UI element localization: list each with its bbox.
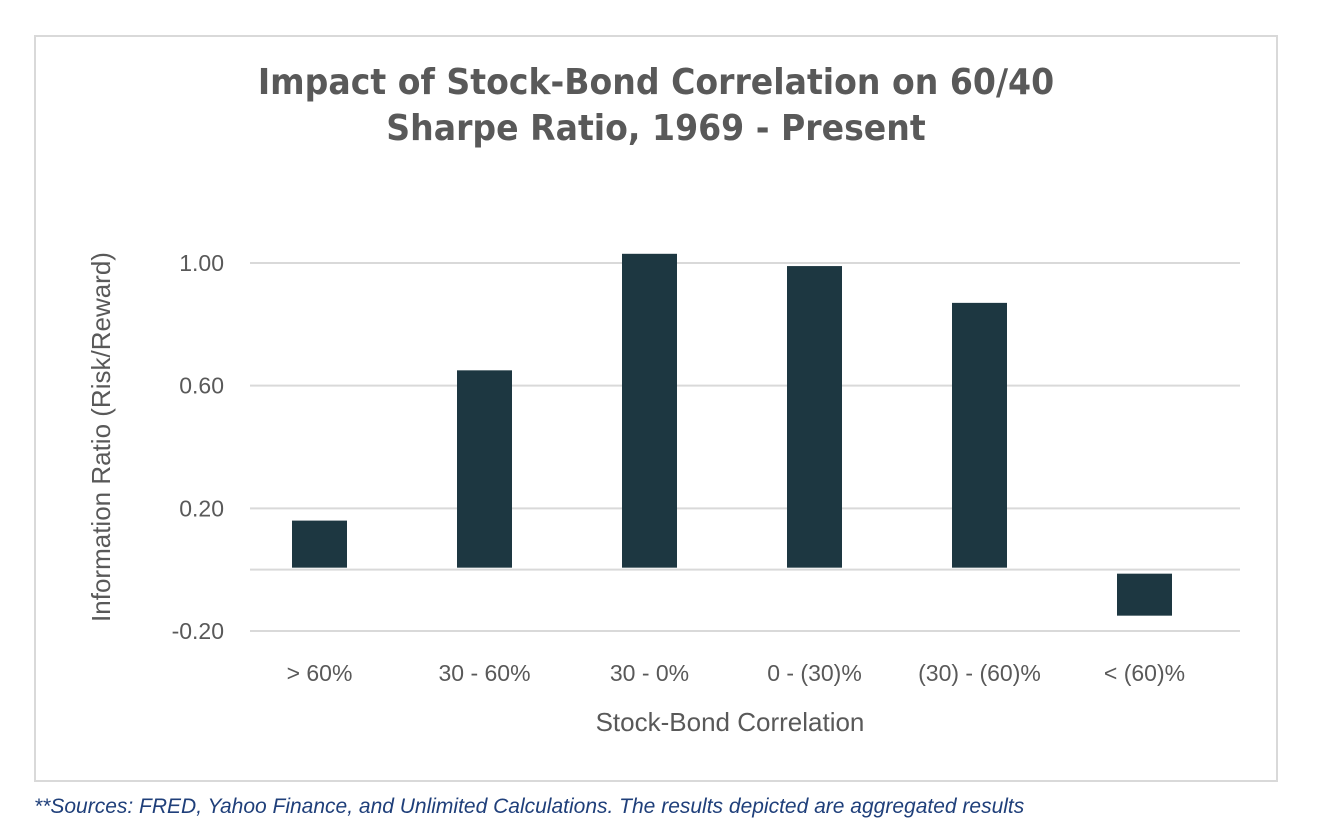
x-tick-label: > 60% [287, 660, 353, 686]
bar [622, 253, 677, 568]
bar [787, 266, 842, 568]
chart-title-line-2: Sharpe Ratio, 1969 - Present [386, 108, 926, 149]
x-tick-label: < (60)% [1104, 660, 1185, 686]
bar [292, 520, 347, 568]
y-tick-label: -0.20 [172, 618, 224, 644]
y-tick-label: 0.60 [179, 373, 224, 399]
x-tick-label: 30 - 60% [438, 660, 530, 686]
y-tick-label: 0.20 [179, 495, 224, 521]
x-tick-label: (30) - (60)% [918, 660, 1041, 686]
bar [952, 302, 1007, 568]
x-tick-label: 0 - (30)% [767, 660, 862, 686]
y-axis-label: Information Ratio (Risk/Reward) [86, 252, 116, 622]
x-tick-label: 30 - 0% [610, 660, 689, 686]
footnote: **Sources: FRED, Yahoo Finance, and Unli… [34, 795, 1025, 818]
chart-title: Impact of Stock-Bond Correlation on 60/4… [84, 60, 1228, 152]
bar [457, 370, 512, 568]
bar [1117, 573, 1172, 616]
chart-title-line-1: Impact of Stock-Bond Correlation on 60/4… [257, 62, 1055, 103]
x-axis-label: Stock-Bond Correlation [596, 707, 865, 737]
y-tick-label: 1.00 [179, 250, 224, 276]
